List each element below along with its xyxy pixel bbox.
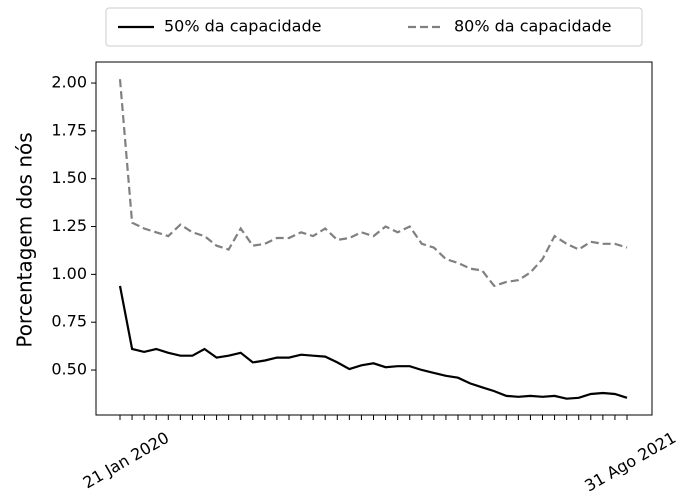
plot-frame xyxy=(95,61,653,416)
line-series xyxy=(118,285,628,400)
y-tick-label: 1.00 xyxy=(51,264,87,283)
y-tick-label: 1.75 xyxy=(51,120,87,139)
x-tick-label: 21 Jan 2020 xyxy=(80,428,173,492)
x-tick-label: 31 Ago 2021 xyxy=(581,428,678,496)
y-tick-label: 1.25 xyxy=(51,216,87,235)
y-tick-label: 1.50 xyxy=(51,168,87,187)
y-tick-label: 2.00 xyxy=(51,73,87,92)
y-axis-label: Porcentagem dos nós xyxy=(13,132,37,347)
line-series xyxy=(118,79,628,288)
y-tick-label: 0.50 xyxy=(51,360,87,379)
y-tick-label: 0.75 xyxy=(51,312,87,331)
legend-label: 50% da capacidade xyxy=(164,17,321,36)
legend-label: 80% da capacidade xyxy=(454,17,611,36)
legend-box xyxy=(105,7,643,47)
